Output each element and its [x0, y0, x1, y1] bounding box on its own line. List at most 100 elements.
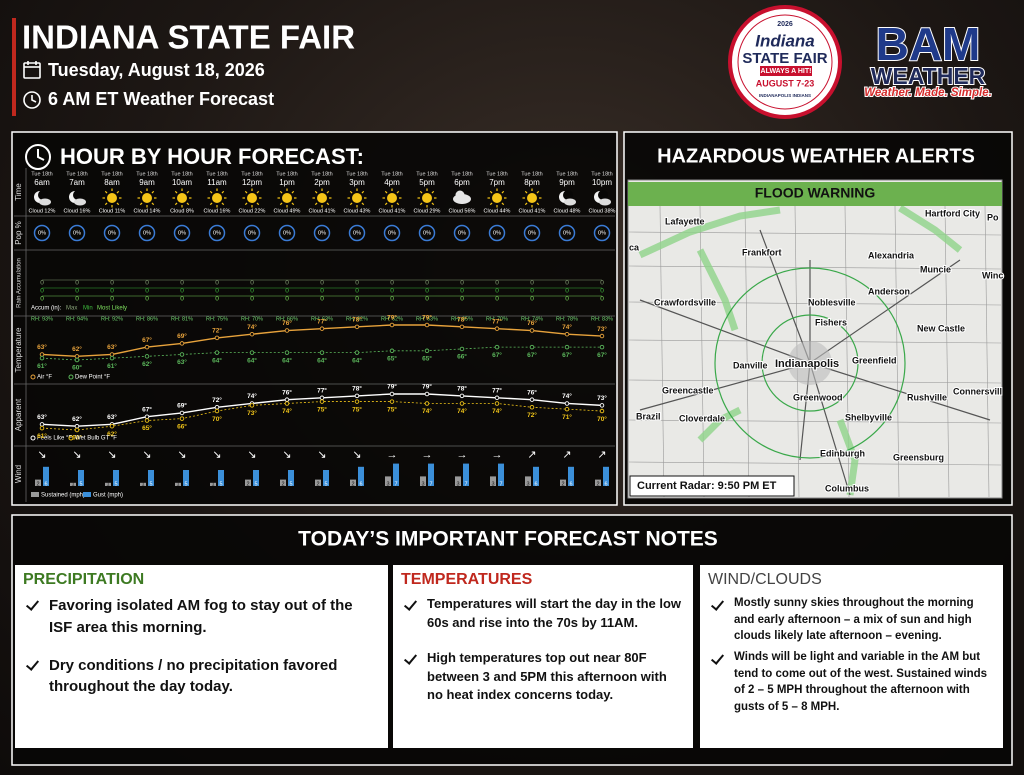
sun-icon [247, 193, 257, 203]
city-label: Noblesville [808, 297, 856, 307]
apparent-label: 74° [282, 407, 292, 415]
sun-icon [527, 193, 537, 203]
apparent-label: 62° [107, 430, 117, 438]
rain-value: 0 [180, 280, 184, 287]
rain-value: 0 [565, 280, 569, 287]
temperature-label: 60° [72, 364, 82, 372]
rh-label: RH: 70% [241, 316, 263, 322]
apparent-point [529, 405, 535, 410]
apparent-point [599, 403, 605, 408]
apparent-point [319, 395, 325, 401]
apparent-label: 73° [247, 409, 257, 417]
wind-bar [148, 470, 154, 486]
rain-value: 0 [110, 296, 114, 303]
day-label: Tue 18th [381, 171, 403, 177]
legend-label: Feels Like °F [37, 436, 72, 442]
wind-value: 2 [316, 481, 319, 487]
legend-marker [68, 374, 74, 380]
rain-value: 0 [600, 296, 604, 303]
temperature-label: 74° [562, 323, 572, 331]
rain-value: 0 [180, 288, 184, 295]
flood-area [898, 205, 963, 253]
rain-value: 0 [390, 288, 394, 295]
rain-value: 0 [390, 296, 394, 303]
apparent-point [319, 399, 325, 404]
temperature-label: 79° [387, 314, 397, 322]
legend-marker [30, 374, 36, 380]
apparent-point [284, 401, 290, 406]
cloud-label: Cloud 41% [379, 208, 406, 214]
time-label: 4pm [384, 178, 400, 187]
range-ring [714, 267, 906, 459]
pop-label: 0% [598, 230, 606, 236]
wind-bar [498, 463, 504, 486]
temperature-point [564, 331, 570, 337]
wind-value: 2 [561, 481, 564, 487]
sun-ray [361, 190, 365, 194]
wind-bar [490, 476, 496, 486]
wind-value: 6 [359, 481, 362, 487]
rain-value: 0 [530, 288, 534, 295]
temperature-label: 76° [282, 319, 292, 327]
city-label: Indianapolis [775, 358, 839, 370]
wind-value: 7 [464, 481, 467, 487]
rain-value: 0 [110, 280, 114, 287]
time-label: 7am [69, 178, 85, 187]
pop-ring [418, 224, 436, 242]
apparent-point [424, 391, 430, 397]
wind-bar [210, 482, 216, 486]
wind-value: 5 [184, 481, 187, 487]
wind-bar [463, 463, 469, 486]
wind-bar [385, 476, 391, 486]
rh-label: RH: 86% [136, 316, 158, 322]
rh-label: RH: 63% [311, 316, 333, 322]
temperature-label: 77° [492, 317, 502, 325]
wind-bar [175, 482, 181, 486]
pop-label: 0% [283, 230, 291, 236]
temperature-label: 65° [387, 355, 397, 363]
wind-value: 5 [324, 481, 327, 487]
sun-ray [326, 190, 330, 194]
sun-ray [431, 202, 435, 206]
flood-area [696, 248, 739, 332]
city-label: Brazil [636, 411, 661, 421]
apparent-point [249, 403, 255, 408]
temperature-point [109, 355, 115, 361]
sun-ray [489, 202, 493, 206]
wind-bar [595, 479, 601, 486]
day-label: Tue 18th [241, 171, 263, 177]
wind-bar [78, 470, 84, 486]
note-item: High temperatures top out near 80F betwe… [401, 649, 685, 706]
apparent-point [494, 395, 500, 401]
city-label: New Castle [917, 323, 965, 333]
rain-value: 0 [40, 288, 44, 295]
pop-ring [453, 224, 471, 242]
temperature-label: 64° [282, 356, 292, 364]
time-label: 7pm [489, 178, 505, 187]
sun-ray [419, 202, 423, 206]
rain-value: 0 [495, 280, 499, 287]
fair-slogan: ALWAYS A HIT! [761, 68, 812, 75]
city-label: Greenwood [793, 392, 843, 402]
wind-bar [140, 482, 146, 486]
wind-arrow: ↗ [597, 449, 606, 461]
temperature-label: 63° [177, 358, 187, 366]
apparent-label: 74° [247, 392, 257, 400]
temperature-point [424, 348, 430, 354]
rain-value: 0 [215, 280, 219, 287]
apparent-label: 61° [37, 432, 47, 440]
apparent-label: 70° [212, 415, 222, 423]
rain-value: 0 [460, 288, 464, 295]
wind-bar [288, 470, 294, 486]
temperature-label: 67° [492, 351, 502, 359]
pop-label: 0% [353, 230, 361, 236]
rh-label: RH: 62% [346, 316, 368, 322]
day-label: Tue 18th [451, 171, 473, 177]
rain-value: 0 [565, 296, 569, 303]
wind-bar [533, 466, 539, 486]
apparent-label: 78° [352, 385, 362, 393]
wind-value: 2 [246, 481, 249, 487]
wind-value: 5 [114, 481, 117, 487]
apparent-point [459, 393, 465, 399]
wind-value: 1 [176, 481, 179, 487]
